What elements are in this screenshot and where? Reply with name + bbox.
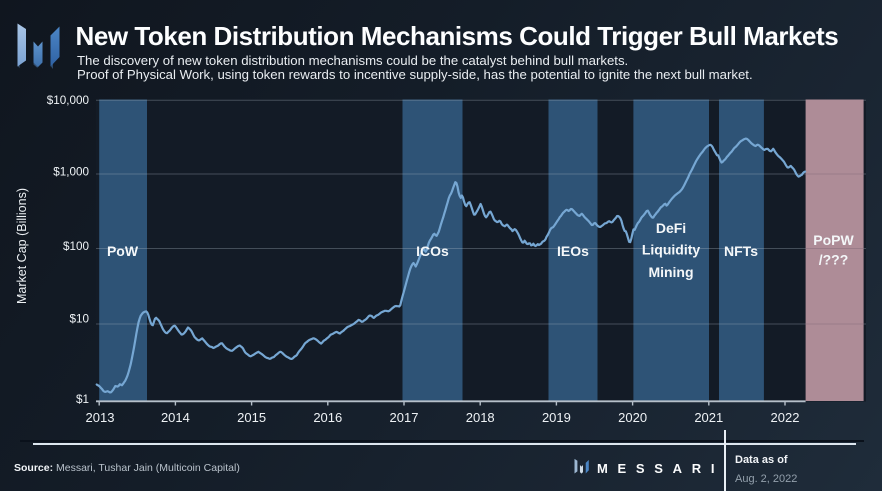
svg-text:2021: 2021 (694, 410, 723, 425)
svg-text:ICOs: ICOs (416, 243, 449, 259)
svg-text:$10: $10 (69, 313, 89, 326)
svg-text:$1: $1 (76, 393, 89, 406)
svg-text:2019: 2019 (542, 410, 571, 425)
svg-text:IEOs: IEOs (557, 243, 589, 259)
svg-text:Mining: Mining (648, 264, 693, 280)
svg-text:PoPW: PoPW (813, 232, 854, 248)
svg-text:2022: 2022 (771, 410, 800, 425)
svg-text:$100: $100 (63, 240, 90, 253)
svg-text:2018: 2018 (466, 410, 495, 425)
svg-text:Market Cap (Billions): Market Cap (Billions) (15, 188, 29, 304)
svg-text:2014: 2014 (161, 410, 190, 425)
svg-text:$1,000: $1,000 (53, 166, 89, 179)
svg-text:2017: 2017 (390, 410, 419, 425)
svg-text:2013: 2013 (86, 410, 115, 425)
svg-text:/???: /??? (819, 252, 849, 268)
svg-text:2016: 2016 (313, 410, 342, 425)
svg-text:2015: 2015 (237, 410, 266, 425)
svg-text:Liquidity: Liquidity (642, 242, 701, 258)
svg-text:DeFi: DeFi (656, 220, 686, 236)
svg-text:$10,000: $10,000 (47, 94, 90, 107)
svg-text:2020: 2020 (618, 410, 647, 425)
svg-text:PoW: PoW (107, 243, 139, 259)
svg-text:NFTs: NFTs (724, 243, 758, 259)
